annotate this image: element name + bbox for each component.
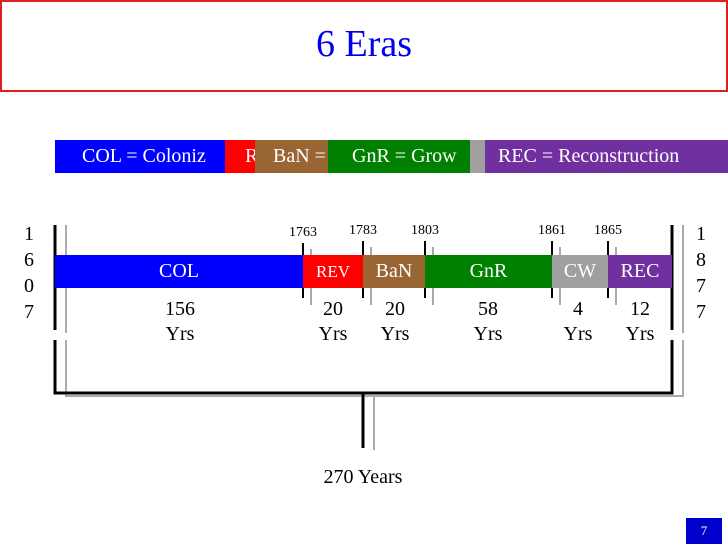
- title-box: [0, 0, 728, 92]
- boundary-year: 1865: [594, 223, 622, 238]
- era-segment: BaN: [363, 255, 425, 288]
- boundary-year: 1861: [538, 223, 566, 238]
- page-number: 7: [686, 518, 722, 544]
- era-unit: Yrs: [380, 323, 410, 345]
- legend-item: BaN =: [255, 140, 330, 173]
- era-unit: Yrs: [165, 323, 195, 345]
- era-unit: Yrs: [473, 323, 503, 345]
- legend-item: REC = Reconstruction: [485, 140, 728, 173]
- era-years: 4: [573, 298, 583, 320]
- era-years: 156: [165, 298, 195, 320]
- era-segment: REV: [303, 255, 363, 288]
- era-years: 20: [385, 298, 405, 320]
- start-year: 1607: [24, 223, 34, 323]
- title: 6 Eras: [315, 23, 413, 65]
- era-segment: GnR: [425, 255, 552, 288]
- era-years: 12: [630, 298, 650, 320]
- boundary-year: 1803: [411, 223, 439, 238]
- total: 270 Years: [323, 466, 403, 488]
- era-segment: COL: [55, 255, 303, 288]
- end-year: 1877: [696, 223, 706, 323]
- era-unit: Yrs: [625, 323, 655, 345]
- era-years: 20: [323, 298, 343, 320]
- era-unit: Yrs: [563, 323, 593, 345]
- era-years: 58: [478, 298, 498, 320]
- era-segment: CW: [552, 255, 608, 288]
- era-segment: REC: [608, 255, 672, 288]
- legend-item: R: [225, 140, 258, 173]
- era-unit: Yrs: [318, 323, 348, 345]
- boundary-year: 1763: [289, 225, 317, 240]
- legend-item: COL = Coloniz: [55, 140, 228, 173]
- legend-gray: [467, 140, 487, 173]
- boundary-year: 1783: [349, 223, 377, 238]
- legend-item: GnR = Grow: [328, 140, 470, 173]
